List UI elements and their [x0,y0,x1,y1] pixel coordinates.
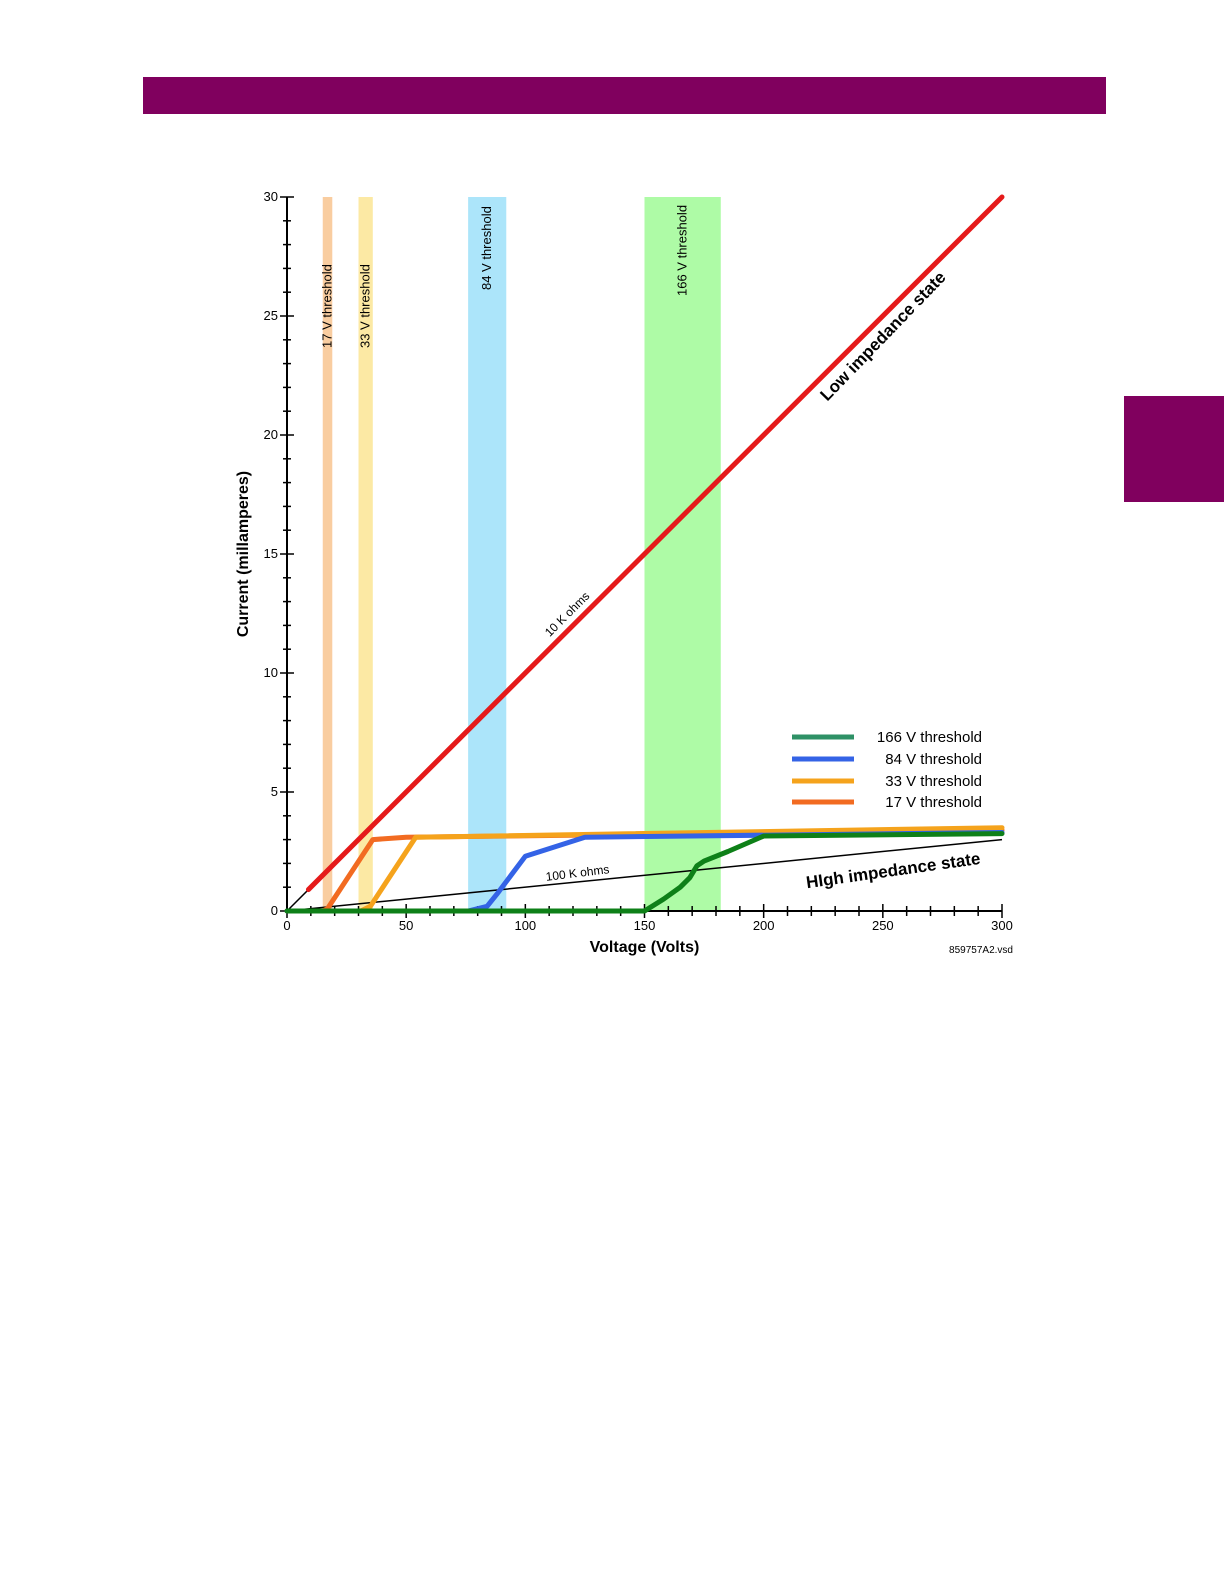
threshold-band [468,197,507,911]
reference-line [286,838,1003,912]
threshold-band-label: 17 V threshold [320,264,335,348]
y-tick-label: 0 [271,903,278,918]
threshold-band [644,197,721,911]
x-tick-label: 250 [872,918,894,933]
series-line [284,831,1005,914]
x-tick-label: 300 [991,918,1013,933]
threshold-band-label: 166 V threshold [675,205,690,296]
threshold-bands [322,197,721,911]
legend: 166 V threshold 84 V threshold 33 V thresh… [792,729,982,811]
y-tick-label: 20 [264,427,278,442]
threshold-band-label: 84 V threshold [479,206,494,290]
low-impedance-label: Low impedance state [816,268,949,405]
threshold-band-label: 33 V threshold [358,264,373,348]
legend-label: 17 V threshold [885,794,982,811]
drawing-id-label: 859757A2.vsd [949,945,1013,956]
legend-label: 33 V threshold [885,773,982,790]
side-tab [1124,396,1224,502]
y-tick-label: 5 [271,784,278,799]
x-tick-label: 0 [283,918,290,933]
x-axis-title: Voltage (Volts) [590,939,700,956]
y-tick-label: 30 [264,189,278,204]
hundred-k-ohms-label: 100 K ohms [545,862,610,884]
threshold-band [358,197,373,911]
threshold-band [322,197,333,911]
series-lines [284,194,1005,914]
y-axis-title: Current (millamperes) [235,471,252,637]
legend-label: 84 V threshold [885,751,982,768]
low-impedance-line [305,194,1005,893]
x-tick-label: 200 [753,918,775,933]
x-tick-label: 150 [634,918,656,933]
high-impedance-label: HIgh impedance state [805,849,982,892]
legend-label: 166 V threshold [877,729,982,746]
y-tick-label: 10 [264,665,278,680]
y-tick-label: 25 [264,308,278,323]
y-tick-label: 15 [264,546,278,561]
header-bar [143,77,1106,114]
x-tick-label: 50 [399,918,413,933]
x-tick-label: 100 [514,918,536,933]
